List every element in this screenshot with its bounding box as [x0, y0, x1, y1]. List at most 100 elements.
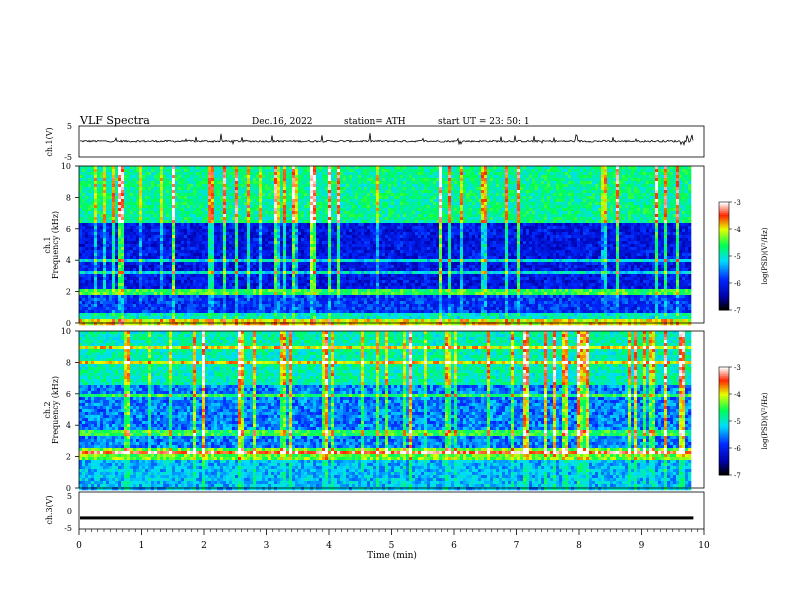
- spectrogram-cell: [655, 205, 659, 209]
- spectrogram-cell: [106, 187, 110, 191]
- spectrogram-cell: [403, 196, 407, 200]
- spectrogram-cell: [247, 232, 251, 236]
- spectrogram-cell: [649, 214, 653, 218]
- spectrogram-cell: [622, 229, 626, 233]
- spectrogram-cell: [610, 229, 614, 233]
- spectrogram-cell: [622, 193, 626, 197]
- spectrogram-cell: [109, 178, 113, 182]
- spectrogram-cell: [94, 196, 98, 200]
- spectrogram-cell: [169, 196, 173, 200]
- spectrogram-cell: [655, 202, 659, 206]
- spectrogram-cell: [223, 190, 227, 194]
- spectrogram-cell: [562, 190, 566, 194]
- spectrogram-cell: [265, 232, 269, 236]
- spectrogram-cell: [358, 169, 362, 173]
- spectrogram-cell: [292, 208, 296, 212]
- spectrogram-cell: [268, 217, 272, 221]
- spectrogram-cell: [229, 208, 233, 212]
- spectrogram-cell: [526, 229, 530, 233]
- spectrogram-cell: [196, 169, 200, 173]
- spectrogram-cell: [685, 214, 689, 218]
- spectrogram-cell: [292, 223, 296, 227]
- spectrogram-cell: [376, 187, 380, 191]
- spectrogram-cell: [196, 178, 200, 182]
- spectrogram-cell: [532, 232, 536, 236]
- spectrogram-cell: [664, 187, 668, 191]
- spectrogram-cell: [253, 190, 257, 194]
- spectrogram-cell: [238, 190, 242, 194]
- spectrogram-cell: [211, 220, 215, 224]
- spectrogram-cell: [220, 214, 224, 218]
- spectrogram-cell: [580, 202, 584, 206]
- spectrogram-cell: [274, 172, 278, 176]
- spectrogram-cell: [217, 175, 221, 179]
- spectrogram-cell: [610, 214, 614, 218]
- spectrogram-cell: [463, 208, 467, 212]
- spectrogram-cell: [586, 193, 590, 197]
- spectrogram-cell: [169, 181, 173, 185]
- spectrogram-cell: [670, 202, 674, 206]
- spectrogram-cell: [244, 205, 248, 209]
- spectrogram-cell: [685, 232, 689, 236]
- spectrogram-cell: [211, 178, 215, 182]
- spectrogram-cell: [313, 214, 317, 218]
- spectrogram-cell: [118, 211, 122, 215]
- spectrogram-cell: [355, 223, 359, 227]
- spectrogram-cell: [667, 187, 671, 191]
- spectrogram-cell: [280, 214, 284, 218]
- spectrogram-cell: [346, 223, 350, 227]
- spectrogram-cell: [250, 193, 254, 197]
- spectrogram-cell: [523, 226, 527, 230]
- spectrogram-cell: [517, 196, 521, 200]
- spectrogram-cell: [562, 166, 566, 170]
- spectrogram-cell: [241, 175, 245, 179]
- spectrogram-cell: [340, 208, 344, 212]
- spectrogram-cell: [112, 223, 116, 227]
- spectrogram-cell: [286, 190, 290, 194]
- spectrogram-cell: [508, 172, 512, 176]
- spectrogram-cell: [223, 232, 227, 236]
- spectrogram-cell: [448, 223, 452, 227]
- spectrogram-cell: [79, 175, 83, 179]
- spectrogram-cell: [613, 202, 617, 206]
- spectrogram-cell: [436, 172, 440, 176]
- spectrogram-cell: [520, 223, 524, 227]
- spectrogram-cell: [280, 190, 284, 194]
- spectrogram-cell: [175, 217, 179, 221]
- spectrogram-cell: [427, 208, 431, 212]
- spectrogram-cell: [394, 235, 398, 239]
- spectrogram-cell: [349, 232, 353, 236]
- spectrogram-cell: [319, 178, 323, 182]
- spectrogram-cell: [184, 181, 188, 185]
- spectrogram-cell: [244, 181, 248, 185]
- spectrogram-cell: [319, 211, 323, 215]
- spectrogram-cell: [142, 175, 146, 179]
- spectrogram-cell: [226, 238, 230, 242]
- spectrogram-cell: [136, 175, 140, 179]
- spectrogram-cell: [343, 235, 347, 239]
- spectrogram-cell: [682, 172, 686, 176]
- spectrogram-cell: [469, 232, 473, 236]
- spectrogram-cell: [295, 220, 299, 224]
- spectrogram-cell: [517, 217, 521, 221]
- spectrogram-cell: [295, 232, 299, 236]
- spectrogram-cell: [670, 181, 674, 185]
- spectrogram-cell: [343, 172, 347, 176]
- spectrogram-cell: [424, 202, 428, 206]
- spectrogram-cell: [250, 214, 254, 218]
- spectrogram-cell: [532, 235, 536, 239]
- spectrogram-cell: [148, 226, 152, 230]
- spectrogram-cell: [544, 202, 548, 206]
- spectrogram-cell: [394, 211, 398, 215]
- spectrogram-cell: [541, 187, 545, 191]
- spectrogram-cell: [433, 235, 437, 239]
- spectrogram-cell: [136, 196, 140, 200]
- spectrogram-cell: [88, 181, 92, 185]
- spectrogram-cell: [652, 169, 656, 173]
- spectrogram-cell: [295, 175, 299, 179]
- spectrogram-cell: [106, 217, 110, 221]
- spectrogram-cell: [289, 232, 293, 236]
- spectrogram-cell: [241, 238, 245, 242]
- spectrogram-cell: [583, 214, 587, 218]
- spectrogram-cell: [109, 187, 113, 191]
